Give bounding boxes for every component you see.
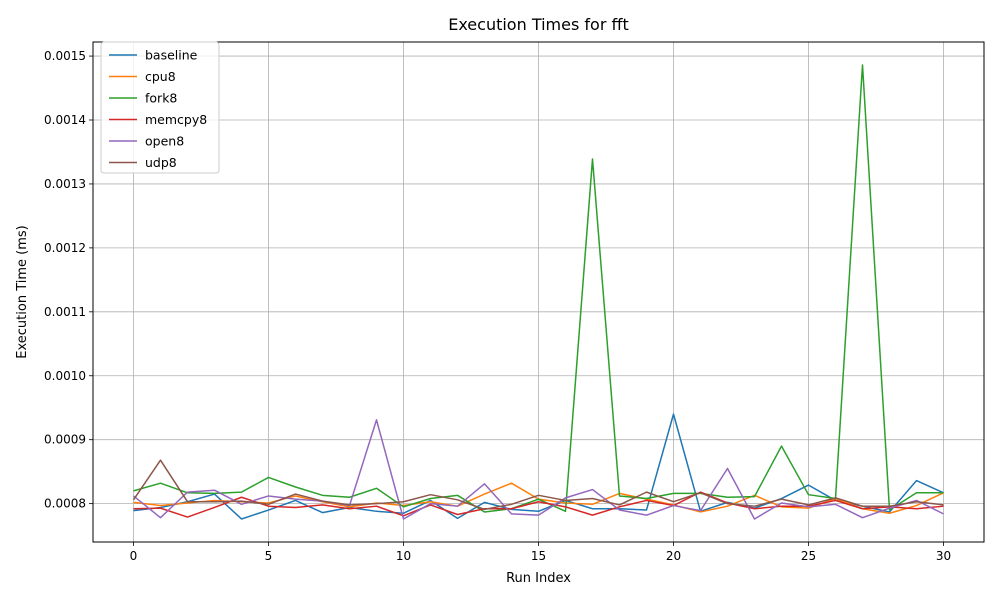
legend-label-open8: open8 — [145, 134, 184, 149]
y-tick-label: 0.0010 — [44, 369, 86, 383]
y-tick-label: 0.0011 — [44, 305, 86, 319]
legend-label-baseline: baseline — [145, 48, 198, 63]
series-line-baseline — [133, 413, 944, 520]
series-line-open8 — [133, 419, 944, 520]
x-axis-label: Run Index — [506, 571, 571, 586]
series-line-fork8 — [133, 64, 944, 513]
x-tick-label: 30 — [936, 549, 951, 563]
legend-label-fork8: fork8 — [145, 91, 177, 106]
x-tick-label: 5 — [265, 549, 273, 563]
x-tick-label: 15 — [531, 549, 546, 563]
legend-label-cpu8: cpu8 — [145, 69, 176, 84]
legend-label-udp8: udp8 — [145, 155, 177, 170]
legend-label-memcpy8: memcpy8 — [145, 112, 207, 127]
y-tick-label: 0.0012 — [44, 241, 86, 255]
y-axis-label: Execution Time (ms) — [15, 225, 30, 358]
x-tick-label: 0 — [130, 549, 138, 563]
series-group — [132, 64, 944, 520]
x-tick-label: 20 — [666, 549, 681, 563]
y-tick-label: 0.0009 — [44, 433, 86, 447]
plot-area: 0 5 10 15 20 25 30 0.00080.00090.00100.00110.0… — [44, 41, 985, 563]
series-line-udp8 — [132, 459, 944, 511]
x-tick-label: 25 — [801, 549, 816, 563]
y-tick-label: 0.0013 — [44, 177, 86, 191]
y-tick-label: 0.0014 — [44, 113, 86, 127]
legend: baseline cpu8 fork8 memcpy8 open8 udp8 — [100, 41, 220, 174]
y-axis: 0.0008 0.0009 0.0010 0.0011 0.0012 0.0013 0.00… — [44, 49, 93, 511]
chart-title: Execution Times for fft — [448, 15, 629, 34]
y-tick-label: 0.0008 — [44, 497, 86, 511]
y-tick-label: 0.0015 — [44, 49, 86, 63]
x-axis: 0 5 10 15 20 25 30 — [130, 542, 951, 563]
x-tick-label: 10 — [396, 549, 411, 563]
